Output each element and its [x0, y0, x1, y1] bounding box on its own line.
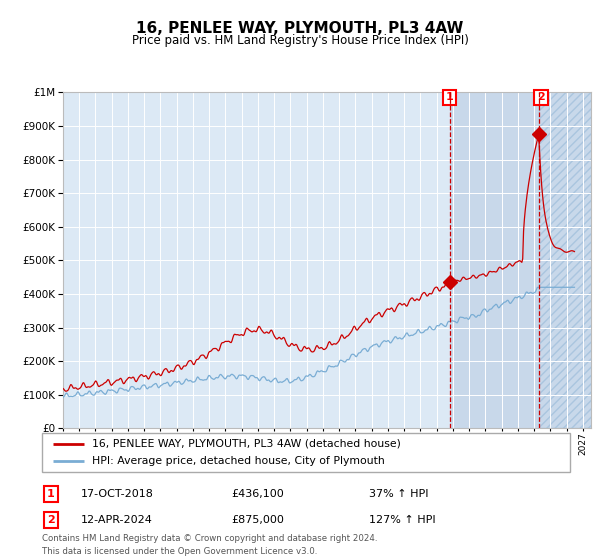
Text: 1: 1: [47, 489, 55, 499]
Text: Price paid vs. HM Land Registry's House Price Index (HPI): Price paid vs. HM Land Registry's House …: [131, 34, 469, 46]
Text: 16, PENLEE WAY, PLYMOUTH, PL3 4AW (detached house): 16, PENLEE WAY, PLYMOUTH, PL3 4AW (detac…: [92, 438, 401, 449]
Bar: [539, 92, 599, 428]
Text: 2: 2: [47, 515, 55, 525]
Text: 2: 2: [537, 92, 545, 102]
Bar: [449, 92, 599, 428]
Text: HPI: Average price, detached house, City of Plymouth: HPI: Average price, detached house, City…: [92, 456, 385, 466]
Text: This data is licensed under the Open Government Licence v3.0.: This data is licensed under the Open Gov…: [42, 547, 317, 556]
Text: 12-APR-2024: 12-APR-2024: [81, 515, 153, 525]
Text: 1: 1: [446, 92, 454, 102]
Text: £436,100: £436,100: [231, 489, 284, 499]
Text: 17-OCT-2018: 17-OCT-2018: [81, 489, 154, 499]
Text: 16, PENLEE WAY, PLYMOUTH, PL3 4AW: 16, PENLEE WAY, PLYMOUTH, PL3 4AW: [136, 21, 464, 36]
Text: £875,000: £875,000: [231, 515, 284, 525]
FancyBboxPatch shape: [42, 433, 570, 472]
Text: 127% ↑ HPI: 127% ↑ HPI: [369, 515, 436, 525]
Text: Contains HM Land Registry data © Crown copyright and database right 2024.: Contains HM Land Registry data © Crown c…: [42, 534, 377, 543]
Text: 37% ↑ HPI: 37% ↑ HPI: [369, 489, 428, 499]
